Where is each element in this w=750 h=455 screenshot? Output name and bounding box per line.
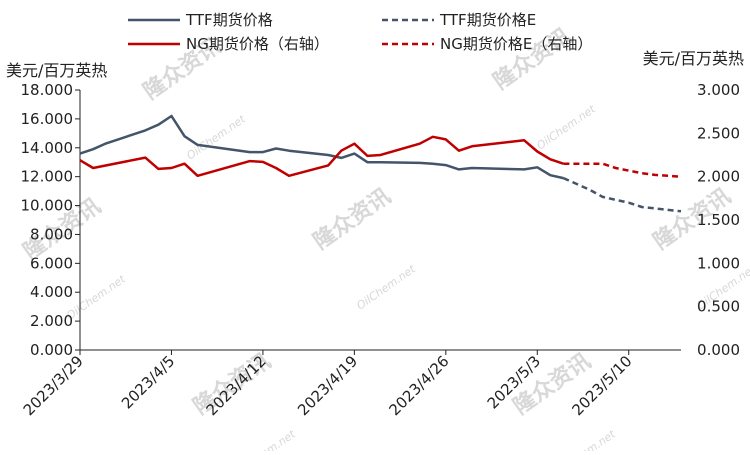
right-tick-label: 2.500 — [697, 124, 740, 142]
left-tick-label: 4.000 — [30, 283, 73, 301]
right-axis-unit: 美元/百万英热 — [643, 49, 744, 68]
right-tick-label: 3.000 — [697, 81, 740, 99]
left-tick-label: 0.000 — [30, 341, 73, 359]
legend: TTF期货价格 TTF期货价格E NG期货价格（右轴） NG期货价格E（右轴） — [128, 11, 592, 53]
x-tick-label: 2023/4/19 — [294, 352, 361, 419]
series-line — [562, 176, 682, 213]
left-tick-label: 6.000 — [30, 254, 73, 272]
left-tick-label: 12.000 — [21, 168, 74, 186]
watermark-site: OilChem.net — [554, 427, 618, 451]
left-tick-label: 10.000 — [21, 197, 74, 215]
left-tick-label: 16.000 — [21, 110, 74, 128]
watermark-site: OilChem.net — [64, 272, 128, 322]
legend-label: NG期货价格E（右轴） — [440, 35, 592, 53]
left-tick-label: 2.000 — [30, 312, 73, 330]
series-line — [563, 162, 682, 178]
watermark-site: OilChem.net — [534, 102, 598, 152]
watermark-site: OilChem.net — [234, 427, 298, 451]
x-tick-label: 2023/4/5 — [118, 352, 178, 412]
right-tick-label: 1.000 — [697, 254, 740, 272]
watermark-brand: 隆众资讯 — [309, 184, 395, 255]
left-tick-label: 8.000 — [30, 225, 73, 243]
legend-label: NG期货价格（右轴） — [186, 35, 329, 53]
axes-layer: 0.000 2.000 4.000 6.000 8.000 10.000 12.000 14.… — [6, 49, 744, 419]
watermark-site: OilChem.net — [184, 112, 248, 162]
right-tick-label: 0.000 — [697, 341, 740, 359]
right-tick-label: 0.500 — [697, 298, 740, 316]
watermark-site: OilChem.net — [354, 262, 418, 312]
x-tick-label: 2023/4/26 — [386, 352, 453, 419]
watermark-layer: 隆众资讯OilChem.net隆众资讯OilChem.net隆众资讯OilChe… — [19, 24, 750, 455]
x-tick-label: 2023/3/29 — [20, 352, 87, 419]
right-tick-label: 1.500 — [697, 211, 740, 229]
series-line — [79, 135, 564, 178]
legend-label: TTF期货价格E — [439, 11, 536, 29]
left-axis-unit: 美元/百万英热 — [6, 61, 107, 80]
left-tick-label: 14.000 — [21, 139, 74, 157]
series-layer — [79, 114, 682, 213]
right-tick-label: 2.000 — [697, 168, 740, 186]
left-tick-label: 18.000 — [21, 81, 74, 99]
legend-label: TTF期货价格 — [185, 11, 273, 29]
series-line — [79, 114, 564, 180]
